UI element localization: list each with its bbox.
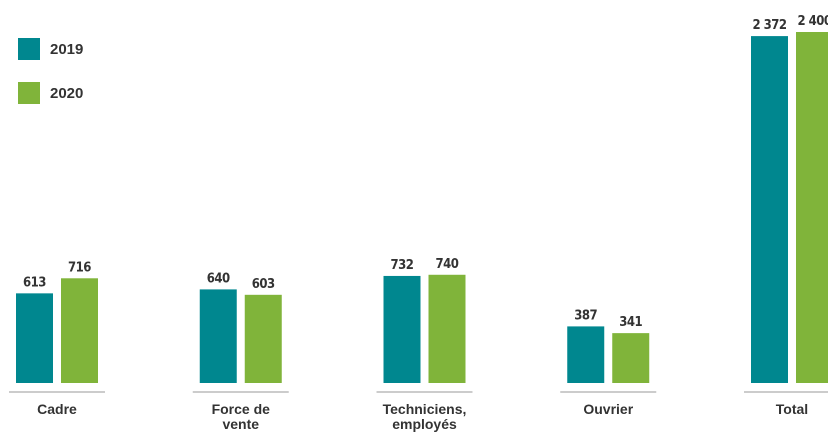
legend-label: 2020 [50,85,83,102]
x-tick-label: Cadre [37,401,77,417]
bar [61,278,98,383]
legend-label: 2019 [50,41,83,58]
bar [751,36,788,383]
bar [16,293,53,383]
bar [428,274,466,383]
bar [383,275,421,383]
bar [612,333,650,383]
legend-swatch [18,82,40,104]
bar [796,32,828,383]
bar [567,326,605,383]
value-label: 732 [391,258,414,273]
value-label: 740 [436,257,459,272]
legend-swatch [18,38,40,60]
value-label: 2 372 [752,18,786,33]
value-label: 640 [207,271,230,286]
x-tick-label: Techniciens, employés [382,401,467,432]
x-tick-label: Force de vente [211,401,270,432]
x-tick-label: Ouvrier [583,401,634,417]
value-label: 2 400 [797,14,828,29]
bar [244,294,282,383]
value-label: 603 [252,277,275,292]
value-label: 387 [574,308,597,323]
bar [199,289,237,383]
value-label: 613 [23,275,46,290]
x-tick-label: Total [775,401,809,417]
value-label: 716 [68,260,91,275]
value-label: 341 [619,315,642,330]
